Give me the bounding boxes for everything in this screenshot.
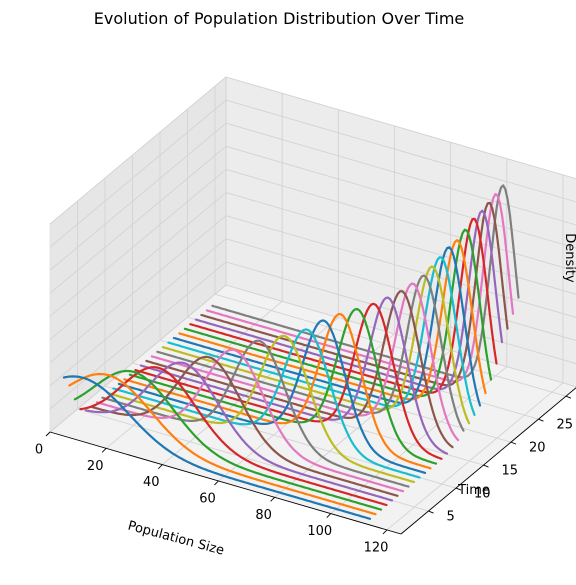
grid-line-z-back [225, 122, 576, 226]
series-line-t3 [73, 369, 383, 511]
x-tick [326, 513, 332, 518]
y-tick-label: 5 [447, 510, 455, 525]
x-tick-label: 40 [143, 475, 160, 490]
grid-line-y-floor [214, 293, 567, 397]
z-axis-label: Density [562, 233, 576, 283]
grid-line-z-back [225, 145, 576, 249]
grid-line-z-left [49, 261, 227, 410]
grid-line-x-floor [330, 366, 508, 514]
grid-line-z-left [49, 145, 227, 294]
y-tick [538, 418, 544, 422]
x-tick [270, 496, 275, 502]
series-line-t27 [205, 193, 515, 383]
grid-line-z-back [225, 99, 576, 203]
grid-line-z-back [225, 215, 576, 318]
y-axis-label: Time [457, 483, 490, 498]
grid-line-z-left [49, 284, 227, 433]
x-axis-line [49, 431, 402, 535]
y-tick-label: 10 [474, 487, 491, 502]
series-line-t2 [68, 372, 377, 516]
axis-lines [45, 387, 576, 535]
series-line-t8 [101, 339, 410, 488]
x-tick-label: 20 [87, 459, 104, 474]
x-tick [158, 464, 163, 469]
series-line-t1 [62, 375, 372, 520]
series-line-t12 [123, 313, 432, 470]
series-line-t25 [194, 209, 504, 391]
density-curves [62, 184, 520, 520]
x-tick [214, 480, 219, 486]
x-axis-label: Population Size [126, 519, 226, 559]
series-line-t16 [145, 290, 454, 449]
x-tick [101, 448, 107, 453]
x-tick-label: 80 [255, 508, 272, 523]
y-tick [565, 395, 572, 399]
grid-line-z-left [49, 238, 227, 387]
grid-line-z-left [49, 215, 227, 364]
series-line-t13 [128, 308, 438, 465]
grid-line-z-left [49, 192, 227, 340]
y-tick-label: 25 [557, 418, 574, 433]
grid-line-z-left [49, 169, 227, 317]
x-tick [382, 529, 388, 535]
series-line-t10 [112, 328, 421, 479]
y-tick [510, 441, 517, 445]
grid-line-z-back [225, 169, 576, 272]
y-tick-label: 20 [529, 441, 546, 456]
series-line-t17 [150, 282, 460, 442]
x-tick-label: 120 [364, 540, 389, 555]
grid-line-z-left [49, 99, 227, 248]
series-line-t4 [79, 366, 388, 507]
x-tick [45, 431, 51, 437]
x-tick-label: 0 [35, 443, 43, 458]
chart-title: Evolution of Population Distribution Ove… [94, 9, 465, 28]
x-tick-label: 60 [199, 492, 216, 507]
series-line-t7 [95, 348, 405, 493]
grid-line-z-back [225, 76, 576, 180]
grid-line-z-back [225, 238, 576, 341]
grid-line-z-left [49, 122, 227, 271]
series-line-t19 [161, 265, 471, 425]
series-line-t23 [183, 228, 493, 398]
series-line-t11 [117, 319, 427, 474]
grid-line-z-left [49, 76, 227, 225]
series-line-t14 [134, 302, 443, 460]
tick-labels: 020406080100120510152025300.000.010.020.… [35, 418, 574, 556]
y-tick-label: 15 [502, 464, 519, 479]
series-line-t6 [90, 355, 399, 497]
y-tick [455, 487, 462, 491]
series-line-t9 [106, 334, 416, 484]
series-line-t18 [156, 274, 465, 432]
series-line-t5 [84, 361, 394, 502]
series-line-t28 [211, 184, 520, 379]
grid-line-x-floor [386, 382, 564, 531]
grid-line-z-back [225, 192, 576, 295]
y-tick [428, 510, 434, 514]
y-tick [483, 464, 489, 468]
x-tick-label: 100 [307, 524, 332, 539]
y-axis-line [400, 387, 576, 535]
